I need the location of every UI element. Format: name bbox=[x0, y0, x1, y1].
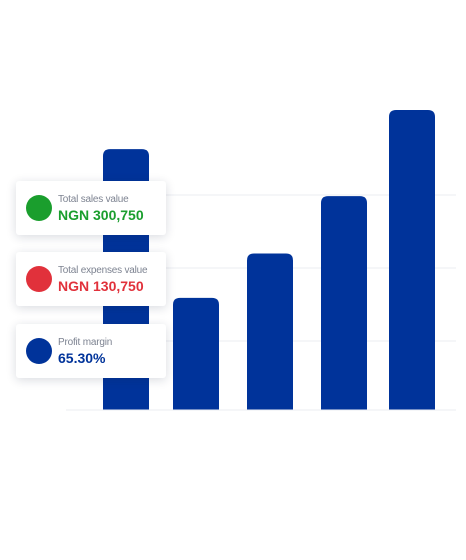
chart-bar-3 bbox=[247, 253, 293, 410]
chart-bar-4 bbox=[321, 196, 367, 410]
expenses-label: Total expenses value bbox=[58, 265, 148, 276]
expenses-card: Total expenses value NGN 130,750 bbox=[16, 252, 166, 306]
chart-bar-2 bbox=[173, 297, 219, 410]
sales-label: Total sales value bbox=[58, 194, 129, 205]
sales-card: Total sales value NGN 300,750 bbox=[16, 181, 166, 235]
sales-value: NGN 300,750 bbox=[58, 207, 144, 223]
expenses-dot-icon bbox=[26, 266, 52, 292]
profit-dot-icon bbox=[26, 338, 52, 364]
expenses-value: NGN 130,750 bbox=[58, 278, 144, 294]
chart-bar-5 bbox=[389, 110, 435, 410]
profit-value: 65.30% bbox=[58, 350, 106, 366]
sales-dot-icon bbox=[26, 195, 52, 221]
profit-label: Profit margin bbox=[58, 337, 113, 348]
profit-card: Profit margin 65.30% bbox=[16, 324, 166, 378]
